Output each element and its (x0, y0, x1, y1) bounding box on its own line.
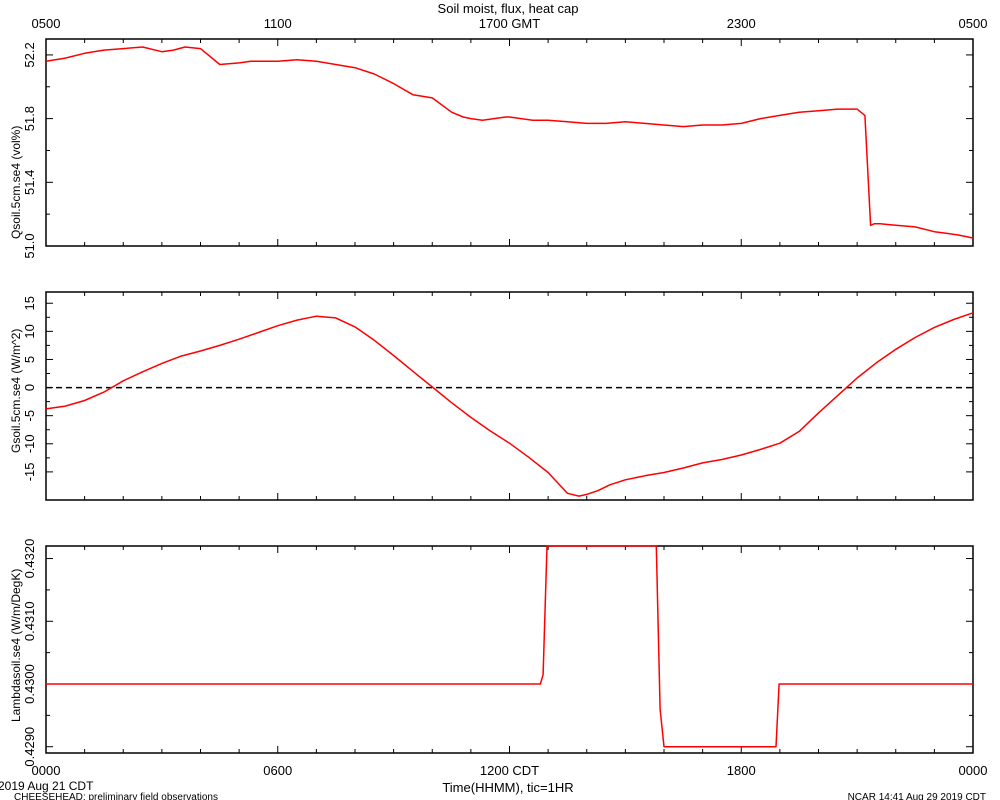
top-tick-label: 1100 (264, 16, 292, 31)
y-axis-label: Gsoil.5cm.se4 (W/m^2) (9, 329, 23, 453)
top-tick-label: 1700 GMT (479, 16, 540, 31)
chart-panel-1: 51.0 51.4 51.8 52.2 Qsoil.5cm.se4 (vol%) (9, 38, 974, 259)
x-axis-label: Time(HHMM), tic=1HR (442, 780, 573, 795)
bottom-tick-label: 0600 (263, 763, 292, 778)
y-tick-label: 51.8 (22, 106, 37, 131)
series-line (46, 545, 973, 748)
footer-stamp: NCAR 14:41 Aug 29 2019 CDT (848, 792, 986, 800)
bottom-tick-label: 1200 CDT (480, 763, 539, 778)
y-tick-label: -10 (22, 434, 37, 453)
y-tick-label: 51.0 (22, 233, 37, 258)
footer-project: CHEESEHEAD: preliminary field observatio… (14, 792, 218, 800)
y-tick-label: 52.2 (22, 42, 37, 67)
y-tick-label: 0.4300 (22, 664, 37, 704)
y-tick-label: 15 (22, 296, 37, 310)
bottom-tick-label: 0000 (959, 763, 988, 778)
top-tick-label: 0500 (959, 16, 988, 31)
y-axis-label: Qsoil.5cm.se4 (vol%) (9, 126, 23, 239)
y-tick-label: 0.4320 (22, 539, 37, 579)
series-line (45, 312, 974, 497)
y-tick-label: 5 (22, 356, 37, 363)
y-tick-label: 0 (22, 384, 37, 391)
series-line (45, 46, 974, 239)
y-tick-label: 51.4 (22, 170, 37, 195)
y-tick-label: 10 (22, 324, 37, 338)
chart-panel-2: -15 -10 -5 0 5 10 15 Gsoil.5cm.se4 (W/m^2) (9, 291, 974, 501)
y-tick-label: -5 (22, 410, 37, 422)
bottom-tick-label: 1800 (727, 763, 756, 778)
plot-frame (45, 291, 974, 501)
y-tick-label: 0.4290 (22, 727, 37, 767)
plot-frame (45, 545, 974, 754)
chart-title: Soil moist, flux, heat cap (438, 1, 579, 16)
top-tick-label: 0500 (32, 16, 61, 31)
y-tick-label: -15 (22, 462, 37, 481)
footer-date: 2019 Aug 21 CDT (0, 779, 94, 793)
plot-frame (45, 38, 974, 247)
bottom-tick-label: 0000 (32, 763, 61, 778)
top-tick-label: 2300 (727, 16, 756, 31)
y-axis-label: Lambdasoil.se4 (W/m/DegK) (9, 569, 23, 722)
y-tick-label: 0.4310 (22, 601, 37, 641)
